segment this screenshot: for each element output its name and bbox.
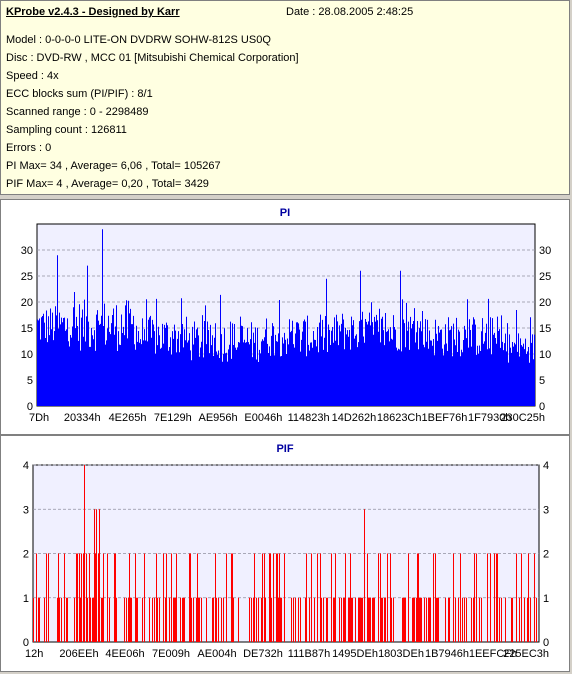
pif-chart-panel: PIF 0 0 1 1 2 2 3 3 4 4 12h 206EEh 4EE06h 7E009h AE004h… bbox=[0, 435, 570, 672]
x-tick-label: 12h bbox=[25, 648, 43, 660]
x-tick-label: 1803DEh bbox=[378, 648, 424, 660]
app-title: KProbe v2.4.3 - Designed by Karr bbox=[6, 6, 180, 18]
y-tick-label-left: 20 bbox=[21, 297, 33, 309]
x-tick-label: 7E129h bbox=[154, 412, 192, 424]
y-tick-label-right: 20 bbox=[539, 297, 551, 309]
x-tick-label: 7Dh bbox=[29, 412, 49, 424]
scan-date: Date : 28.08.2005 2:48:25 bbox=[286, 6, 414, 18]
pi-chart-panel: PI 0 0 5 5 10 10 15 15 20 20 25 25 30 30 7Dh 20334h 4E265… bbox=[0, 199, 570, 435]
x-tick-label: E0046h bbox=[244, 412, 282, 424]
x-tick-label: 206EEh bbox=[59, 648, 98, 660]
y-tick-label-right: 15 bbox=[539, 323, 551, 335]
y-tick-label-left: 3 bbox=[23, 504, 29, 516]
pif-chart: PIF 0 0 1 1 2 2 3 3 4 4 12h 206EEh 4EE06h 7E009h AE004h… bbox=[23, 443, 549, 660]
y-tick-label-left: 30 bbox=[21, 245, 33, 257]
y-tick-label-left: 10 bbox=[21, 349, 33, 361]
y-tick-label-left: 5 bbox=[27, 375, 33, 387]
x-tick-label: 4E265h bbox=[109, 412, 147, 424]
y-tick-label-right: 0 bbox=[539, 401, 545, 413]
x-tick-label: 20334h bbox=[64, 412, 101, 424]
info-sampling: Sampling count : 126811 bbox=[6, 124, 127, 136]
y-tick-label-right: 2 bbox=[543, 549, 549, 561]
y-tick-label-right: 1 bbox=[543, 593, 549, 605]
y-tick-label-left: 2 bbox=[23, 549, 29, 561]
x-tick-label: AE004h bbox=[197, 648, 236, 660]
pi-chart: PI 0 0 5 5 10 10 15 15 20 20 25 25 30 30 7Dh 20334h 4E265… bbox=[21, 207, 552, 424]
info-ecc: ECC blocks sum (PI/PIF) : 8/1 bbox=[6, 88, 153, 100]
info-disc: Disc : DVD-RW , MCC 01 [Mitsubishi Chemi… bbox=[6, 52, 299, 64]
x-tick-label: 14D262h bbox=[332, 412, 377, 424]
y-tick-label-right: 5 bbox=[539, 375, 545, 387]
info-pi-stats: PI Max= 34 , Average= 6,06 , Total= 1052… bbox=[6, 160, 221, 172]
x-tick-label: 225EC3h bbox=[503, 648, 549, 660]
x-tick-label: 114823h bbox=[288, 412, 330, 424]
x-tick-label: 1F7930h bbox=[468, 412, 511, 424]
y-tick-label-right: 4 bbox=[543, 460, 549, 472]
x-tick-label: 4EE06h bbox=[105, 648, 144, 660]
x-tick-label: 1B7946h bbox=[425, 648, 469, 660]
y-tick-label-right: 30 bbox=[539, 245, 551, 257]
x-tick-label: DE732h bbox=[243, 648, 283, 660]
x-tick-label: AE956h bbox=[199, 412, 238, 424]
y-tick-label-right: 25 bbox=[539, 271, 551, 283]
info-errors: Errors : 0 bbox=[6, 142, 52, 154]
y-tick-label-left: 25 bbox=[21, 271, 33, 283]
y-tick-label-left: 4 bbox=[23, 460, 29, 472]
info-pif-stats: PIF Max= 4 , Average= 0,20 , Total= 3429 bbox=[6, 178, 209, 190]
x-tick-label: 1EEFCFh bbox=[469, 648, 517, 660]
y-tick-label-right: 0 bbox=[543, 637, 549, 649]
y-tick-label-right: 3 bbox=[543, 504, 549, 516]
x-tick-label: 230C25h bbox=[500, 412, 545, 424]
y-tick-label-left: 0 bbox=[27, 401, 33, 413]
info-range: Scanned range : 0 - 2298489 bbox=[6, 106, 149, 118]
y-tick-label-left: 0 bbox=[23, 637, 29, 649]
info-model: Model : 0-0-0-0 LITE-ON DVDRW SOHW-812S … bbox=[6, 34, 271, 46]
info-speed: Speed : 4x bbox=[6, 70, 59, 82]
x-tick-label: 7E009h bbox=[152, 648, 190, 660]
x-tick-label: 18623Ch bbox=[377, 412, 422, 424]
y-tick-label-left: 1 bbox=[23, 593, 29, 605]
chart-title: PIF bbox=[276, 443, 293, 455]
x-tick-label: 111B87h bbox=[288, 648, 330, 660]
x-tick-label: 1495DEh bbox=[332, 648, 378, 660]
x-tick-label: 1BEF76h bbox=[422, 412, 468, 424]
y-tick-label-left: 15 bbox=[21, 323, 33, 335]
chart-title: PI bbox=[280, 207, 290, 219]
info-panel: KProbe v2.4.3 - Designed by Karr Date : … bbox=[0, 0, 570, 195]
y-tick-label-right: 10 bbox=[539, 349, 551, 361]
